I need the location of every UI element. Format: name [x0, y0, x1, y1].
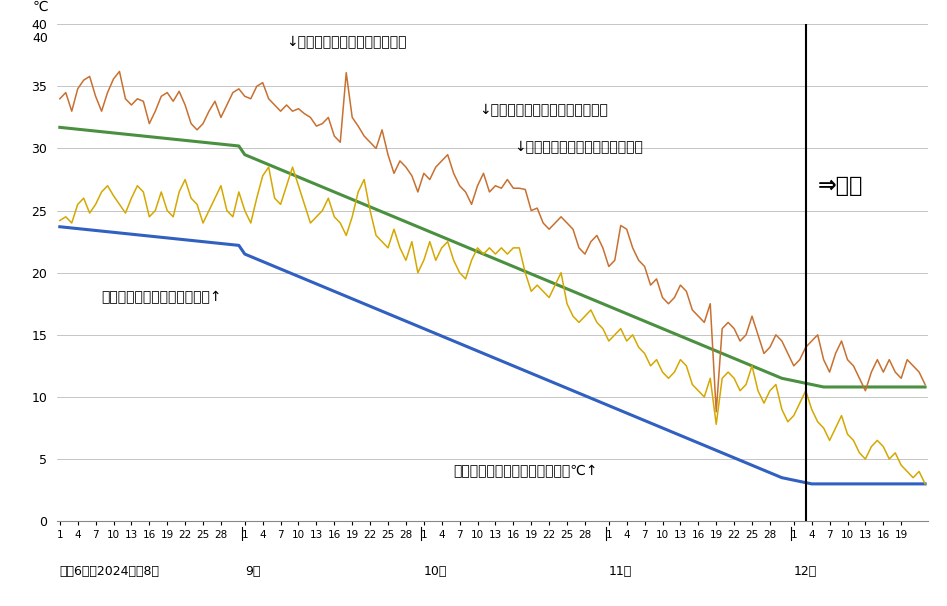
Text: 令和6年（2024年）8月: 令和6年（2024年）8月 [60, 565, 160, 578]
Text: 40: 40 [32, 32, 48, 45]
Text: ⇒予報: ⇒予報 [817, 176, 863, 196]
Text: 9月: 9月 [244, 565, 260, 578]
Text: 12月: 12月 [794, 565, 817, 578]
Text: ℃: ℃ [32, 0, 48, 15]
Text: １１月２０日の最高気温８．８℃↑: １１月２０日の最高気温８．８℃↑ [454, 464, 599, 479]
Text: 11月: 11月 [609, 565, 632, 578]
Text: ↓１０月２４日１５３回目の夏日: ↓１０月２４日１５３回目の夏日 [514, 141, 643, 155]
Text: ９月２０日４７回目の熱帯夜↑: ９月２０日４７回目の熱帯夜↑ [101, 290, 223, 305]
Text: 10月: 10月 [424, 565, 447, 578]
Text: ↓９月１８日２０回目の猶暑日: ↓９月１８日２０回目の猶暑日 [286, 35, 406, 49]
Text: ↓１０月１９日８３回目の真夏日: ↓１０月１９日８３回目の真夏日 [479, 104, 608, 118]
